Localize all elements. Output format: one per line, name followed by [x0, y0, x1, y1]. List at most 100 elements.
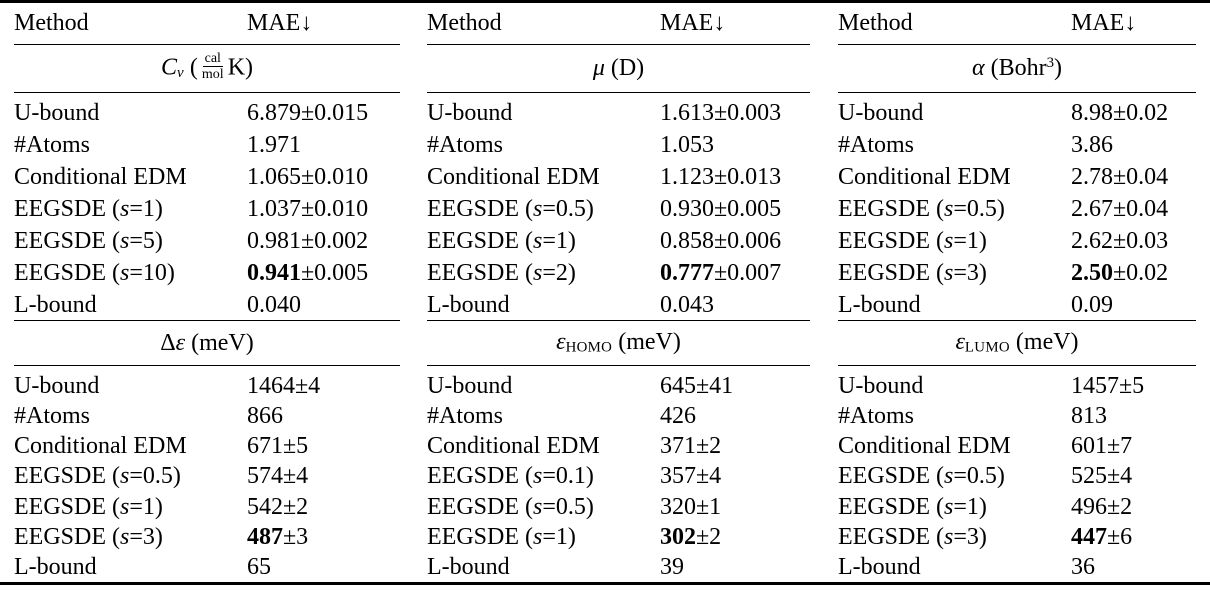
value-cell: 866	[247, 402, 283, 429]
value-cell: 0.09	[1071, 292, 1113, 319]
method-cell: EEGSDE (s=2)	[427, 260, 576, 287]
table-row: Conditional EDM 1.123±0.013	[427, 163, 810, 191]
results-block-homo: U-bound 645±41 #Atoms 426 Conditional EDM 3…	[427, 366, 810, 582]
rule-line	[427, 44, 810, 45]
method-cell: EEGSDE (s=5)	[14, 228, 163, 255]
method-cell: #Atoms	[14, 131, 91, 158]
table-row: L-bound 36	[838, 554, 1196, 582]
rule-line	[14, 320, 400, 321]
subtable-2: Method MAE↓ μ (D) U-bound 1.613±0.003 #At…	[427, 3, 810, 582]
column-header-mae: MAE↓	[660, 10, 726, 36]
table-row: #Atoms 1.053	[427, 131, 810, 159]
method-cell: #Atoms	[427, 131, 504, 158]
table-row: EEGSDE (s=1) 496±2	[838, 493, 1196, 521]
method-cell: EEGSDE (s=1)	[838, 493, 987, 520]
table-row: #Atoms 1.971	[14, 131, 400, 159]
value-cell: 645±41	[660, 372, 734, 399]
value-cell: 302±2	[660, 524, 722, 551]
value-cell: 65	[247, 554, 271, 581]
rule-line	[14, 365, 400, 366]
bottom-rule-line	[0, 582, 1210, 585]
table-row: EEGSDE (s=1) 302±2	[427, 524, 810, 552]
method-cell: U-bound	[838, 99, 924, 126]
value-cell: 601±7	[1071, 433, 1133, 460]
method-cell: EEGSDE (s=10)	[14, 260, 175, 287]
rule-line	[427, 320, 810, 321]
value-cell: 1.123±0.013	[660, 163, 782, 190]
property-header-mu: μ (D)	[427, 45, 810, 92]
value-cell: 447±6	[1071, 524, 1133, 551]
table-row: EEGSDE (s=10) 0.941±0.005	[14, 260, 400, 288]
value-cell: 0.930±0.005	[660, 195, 782, 222]
value-cell: 371±2	[660, 433, 722, 460]
rule-line	[14, 44, 400, 45]
property-header-alpha: α (Bohr3)	[838, 45, 1196, 92]
subtable-columns: Method MAE↓ Cv (cal mol K) U-bound 6.879±0.…	[14, 3, 1196, 582]
value-cell: 487±3	[247, 524, 309, 551]
value-cell: 3.86	[1071, 131, 1113, 158]
property-header-gap: Δε (meV)	[14, 321, 400, 365]
table-row: Conditional EDM 2.78±0.04	[838, 163, 1196, 191]
table-row: U-bound 1457±5	[838, 372, 1196, 400]
table-row: #Atoms 813	[838, 402, 1196, 430]
column-header-method: Method	[427, 10, 502, 36]
table-row: L-bound 0.09	[838, 292, 1196, 320]
value-cell: 0.981±0.002	[247, 228, 369, 255]
table-row: U-bound 1464±4	[14, 372, 400, 400]
table-row: EEGSDE (s=5) 0.981±0.002	[14, 228, 400, 256]
method-cell: #Atoms	[427, 402, 504, 429]
value-cell: 0.777±0.007	[660, 260, 782, 287]
value-cell: 357±4	[660, 463, 722, 490]
table-row: L-bound 65	[14, 554, 400, 582]
method-cell: #Atoms	[838, 402, 915, 429]
table-row: EEGSDE (s=0.1) 357±4	[427, 463, 810, 491]
column-header-method: Method	[14, 10, 89, 36]
results-block-alpha: U-bound 8.98±0.02 #Atoms 3.86 Conditional …	[838, 93, 1196, 320]
method-cell: #Atoms	[14, 402, 91, 429]
method-cell: EEGSDE (s=3)	[838, 260, 987, 287]
table-row: #Atoms 3.86	[838, 131, 1196, 159]
rule-line	[838, 365, 1196, 366]
results-block-cv: U-bound 6.879±0.015 #Atoms 1.971 Condition…	[14, 93, 400, 320]
table-row: U-bound 6.879±0.015	[14, 99, 400, 127]
value-cell: 813	[1071, 402, 1107, 429]
method-cell: L-bound	[14, 292, 97, 319]
method-cell: EEGSDE (s=1)	[14, 195, 163, 222]
property-title: Δε (meV)	[160, 329, 254, 356]
method-cell: #Atoms	[838, 131, 915, 158]
method-cell: Conditional EDM	[14, 433, 187, 460]
value-cell: 2.50±0.02	[1071, 260, 1169, 287]
property-title: εLUMO (meV)	[955, 329, 1079, 356]
property-title: Cv (cal mol K)	[160, 50, 254, 82]
value-cell: 1.065±0.010	[247, 163, 369, 190]
table-row: EEGSDE (s=0.5) 574±4	[14, 463, 400, 491]
column-header-mae: MAE↓	[1071, 10, 1137, 36]
method-cell: L-bound	[14, 554, 97, 581]
rule-line	[427, 92, 810, 93]
method-cell: EEGSDE (s=3)	[14, 524, 163, 551]
rule-line	[838, 320, 1196, 321]
method-cell: EEGSDE (s=1)	[14, 493, 163, 520]
value-cell: 0.043	[660, 292, 714, 319]
table-row: EEGSDE (s=3) 487±3	[14, 524, 400, 552]
method-cell: EEGSDE (s=0.1)	[427, 463, 594, 490]
table-row: Conditional EDM 371±2	[427, 433, 810, 461]
method-cell: EEGSDE (s=1)	[427, 524, 576, 551]
method-cell: Conditional EDM	[14, 163, 187, 190]
table-row: EEGSDE (s=0.5) 0.930±0.005	[427, 195, 810, 223]
value-cell: 496±2	[1071, 493, 1133, 520]
table-row: #Atoms 866	[14, 402, 400, 430]
table-row: L-bound 0.043	[427, 292, 810, 320]
property-title: εHOMO (meV)	[556, 329, 681, 356]
table-row: U-bound 645±41	[427, 372, 810, 400]
method-cell: L-bound	[838, 292, 921, 319]
property-title: μ (D)	[592, 55, 645, 81]
method-cell: U-bound	[838, 372, 924, 399]
top-rule-line	[0, 0, 1210, 3]
value-cell: 1.971	[247, 131, 301, 158]
method-cell: L-bound	[838, 554, 921, 581]
value-cell: 320±1	[660, 493, 722, 520]
value-cell: 574±4	[247, 463, 309, 490]
property-header-homo: εHOMO (meV)	[427, 321, 810, 365]
